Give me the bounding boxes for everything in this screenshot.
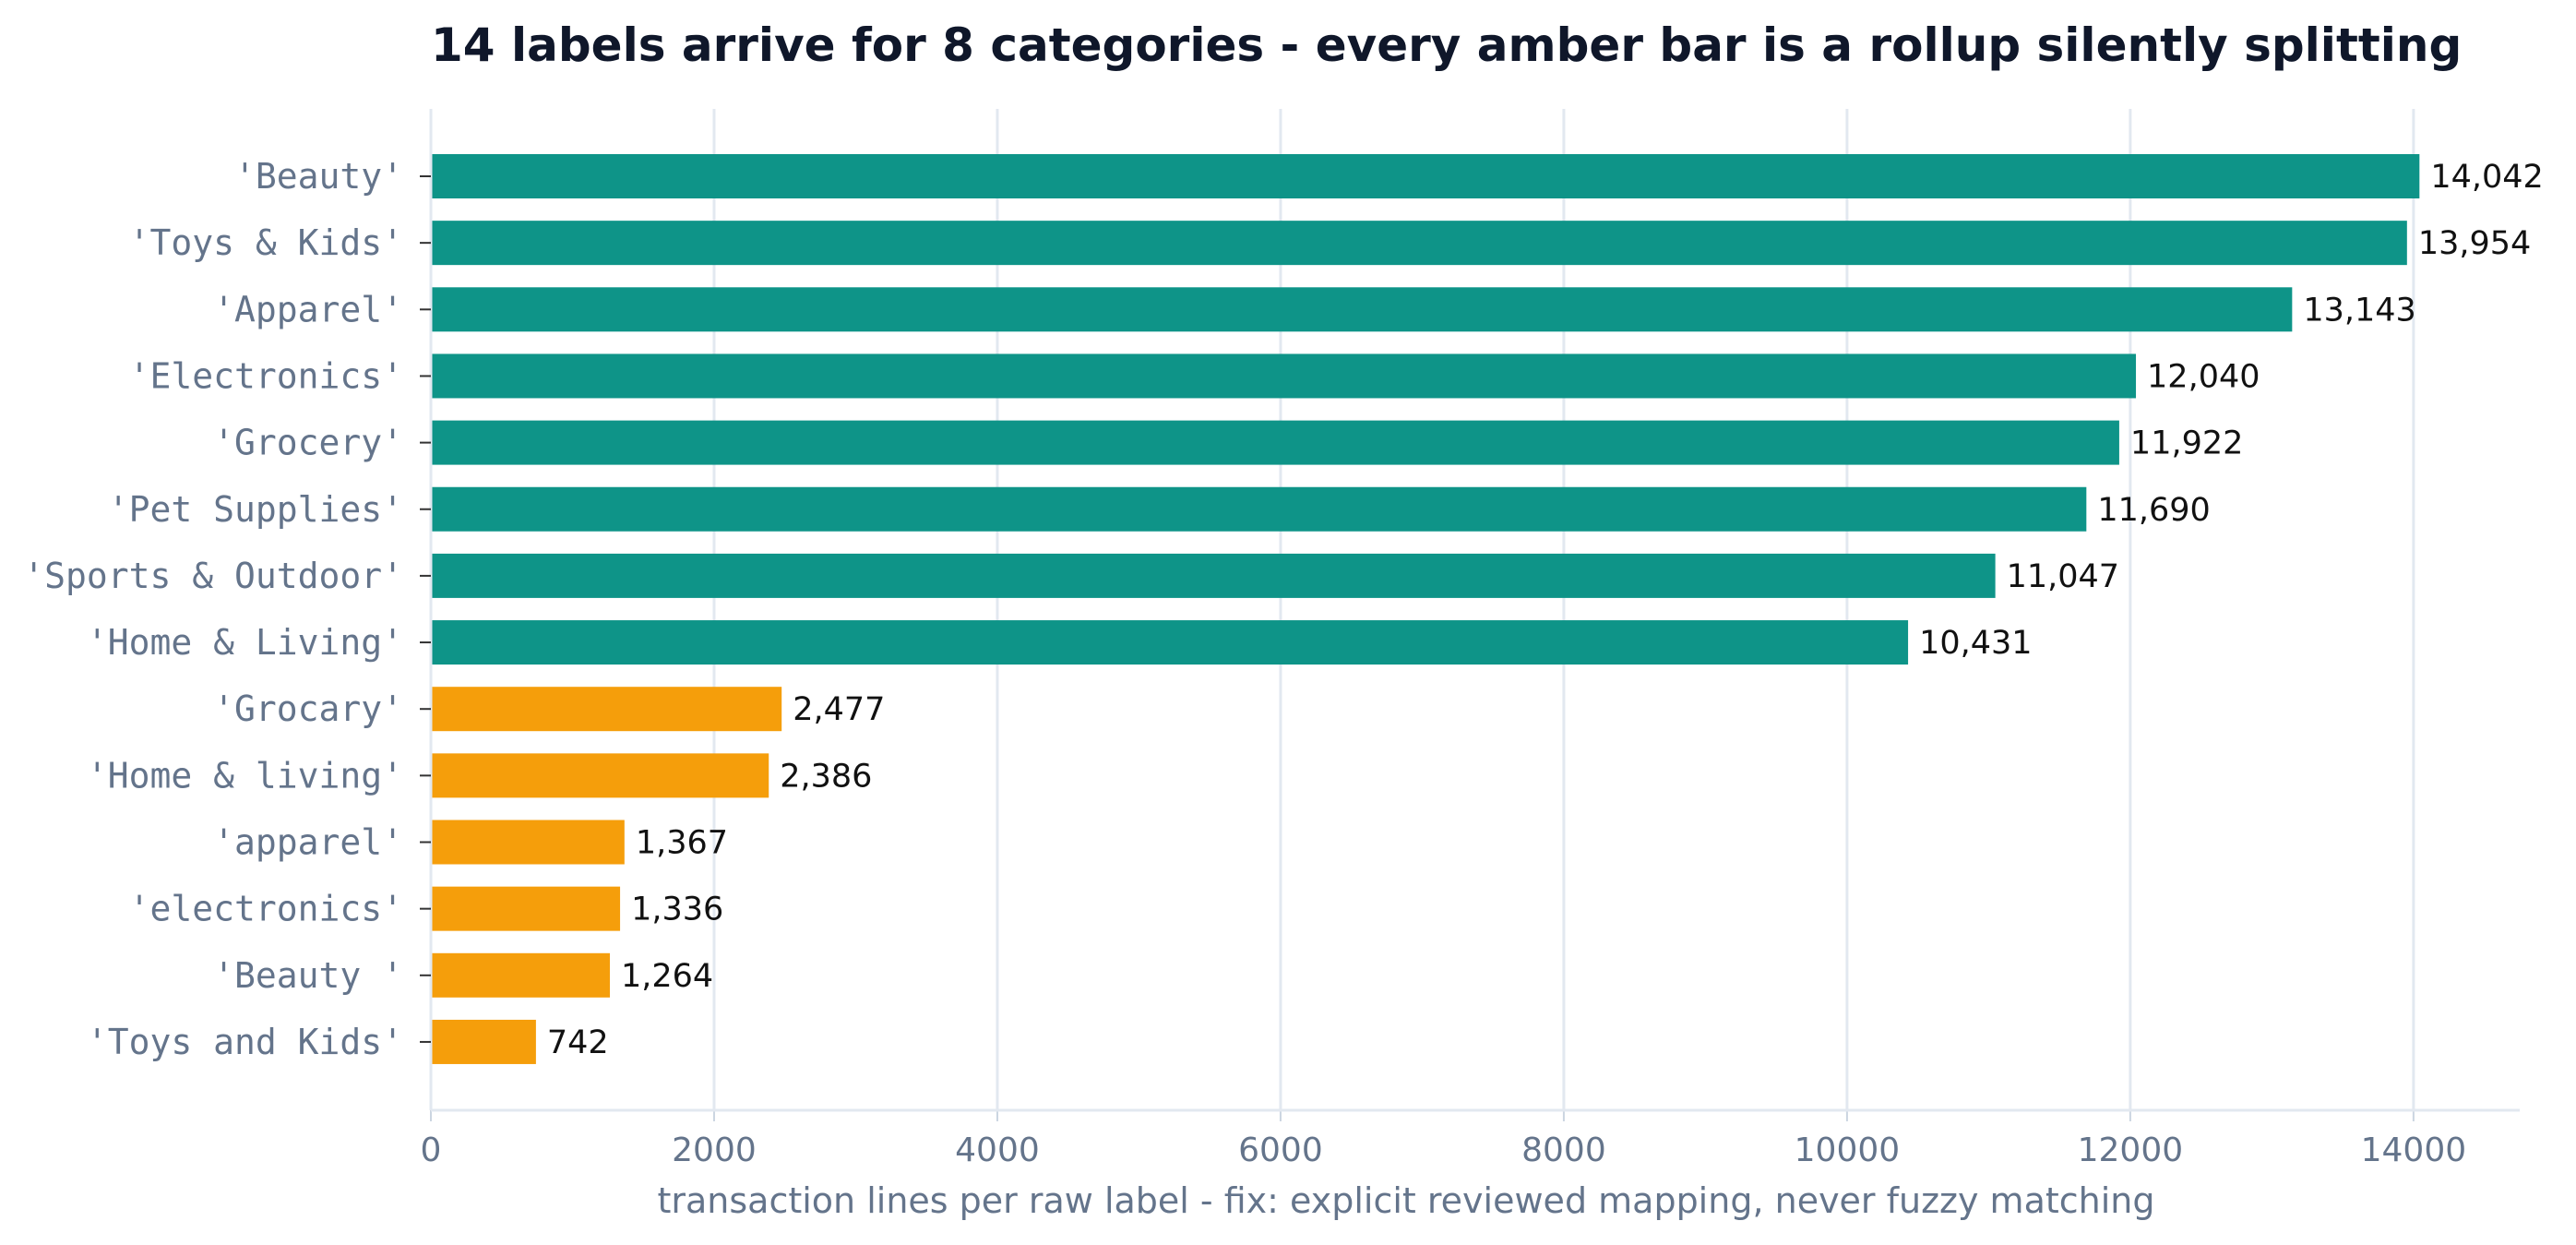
data-label: 2,386 xyxy=(780,758,872,795)
bar xyxy=(431,287,2293,332)
category-label: 'Sports & Outdoor' xyxy=(23,556,403,596)
bar xyxy=(431,486,2087,532)
category-label: 'Toys & Kids' xyxy=(129,222,403,263)
data-label: 1,367 xyxy=(636,825,728,862)
bar xyxy=(431,420,2119,465)
x-tick-label: 14000 xyxy=(2361,1131,2467,1169)
bar xyxy=(431,553,1996,598)
axes xyxy=(420,109,2520,1121)
category-label: 'Home & living' xyxy=(87,755,403,796)
category-label: 'apparel' xyxy=(213,822,403,863)
category-label: 'Grocary' xyxy=(213,688,403,729)
bar xyxy=(431,886,621,931)
data-label: 13,954 xyxy=(2418,225,2531,262)
category-label: 'Beauty' xyxy=(234,156,403,197)
category-label: 'Home & Living' xyxy=(87,622,403,663)
bar xyxy=(431,221,2407,266)
data-label: 11,922 xyxy=(2130,425,2243,462)
bar xyxy=(431,753,769,798)
bar xyxy=(431,353,2137,399)
x-tick-label: 6000 xyxy=(1238,1131,1323,1169)
x-tick-label: 4000 xyxy=(955,1131,1040,1169)
chart-title: 14 labels arrive for 8 categories - ever… xyxy=(431,18,2462,72)
data-label: 12,040 xyxy=(2147,358,2260,395)
data-label: 10,431 xyxy=(1919,625,2032,662)
category-label: 'Beauty ' xyxy=(213,955,403,996)
x-tick-label: 10000 xyxy=(1795,1131,1901,1169)
bar xyxy=(431,1019,536,1064)
x-tick-label: 8000 xyxy=(1521,1131,1606,1169)
data-label: 14,042 xyxy=(2430,159,2543,196)
category-label: 'Grocery' xyxy=(213,423,403,463)
x-tick-label: 0 xyxy=(421,1131,442,1169)
bar xyxy=(431,154,2420,198)
category-label: 'electronics' xyxy=(129,889,403,929)
category-label: 'Toys and Kids' xyxy=(87,1022,403,1062)
bar xyxy=(431,620,1909,665)
data-label: 742 xyxy=(547,1024,609,1061)
data-label: 11,047 xyxy=(2007,558,2119,595)
category-label: 'Electronics' xyxy=(129,355,403,396)
grid-lines xyxy=(429,109,2415,1110)
data-label: 1,264 xyxy=(621,958,713,995)
bar xyxy=(431,687,782,732)
category-label: 'Apparel' xyxy=(213,289,403,329)
labels: 0 2000 4000 6000 8000 10000 12000 14000 'Beauty'… xyxy=(23,156,2544,1169)
bars xyxy=(431,154,2420,1064)
data-label: 2,477 xyxy=(793,691,885,728)
bar xyxy=(431,952,611,998)
category-label: 'Pet Supplies' xyxy=(108,489,403,530)
x-tick-label: 2000 xyxy=(672,1131,757,1169)
x-axis-label: transaction lines per raw label - fix: e… xyxy=(657,1180,2154,1221)
data-label: 11,690 xyxy=(2097,492,2210,529)
data-label: 1,336 xyxy=(631,892,723,928)
bar xyxy=(431,820,625,865)
data-label: 13,143 xyxy=(2303,292,2415,329)
x-tick-label: 12000 xyxy=(2078,1131,2184,1169)
